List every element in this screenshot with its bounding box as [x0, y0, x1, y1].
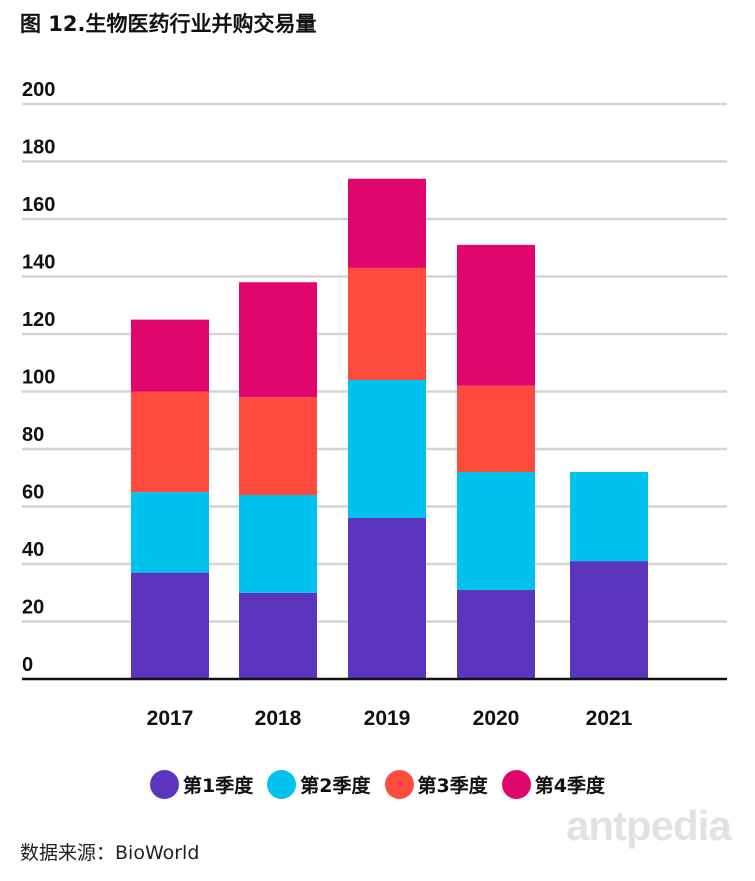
bar-2019-q2 — [348, 380, 426, 518]
bar-2017-q2 — [131, 492, 209, 573]
x-tick-label: 2020 — [473, 707, 520, 730]
legend-label: 第2季度 — [300, 775, 371, 797]
bar-2021-q1 — [570, 561, 648, 679]
y-tick-label: 20 — [22, 597, 44, 619]
stacked-bar-chart: 0 20 40 60 80 100 120 140 160 180 200 2017 2018 2019 2… — [22, 79, 727, 730]
source-note: 数据来源：BioWorld — [20, 842, 200, 864]
bar-2018-q2 — [239, 495, 317, 593]
y-tick-label: 140 — [22, 252, 55, 274]
legend-swatch — [501, 770, 531, 799]
legend-swatch — [384, 770, 414, 799]
legend-label: 第3季度 — [417, 775, 488, 797]
x-tick-label: 2017 — [147, 707, 194, 730]
y-tick-label: 40 — [22, 539, 44, 561]
legend-item: 第4季度 — [501, 770, 605, 799]
bar-2018-q4 — [239, 282, 317, 398]
bar-2019-q1 — [348, 518, 426, 679]
y-tick-label: 180 — [22, 137, 55, 159]
legend-label: 第1季度 — [183, 775, 254, 797]
y-tick-label: 120 — [22, 309, 55, 331]
legend-item: 第1季度 — [150, 770, 253, 799]
bar-2020-q4 — [457, 244, 535, 386]
chart-title: 图 12.生物医药行业并购交易量 — [20, 12, 317, 36]
legend-item: 第2季度 — [267, 770, 371, 799]
x-tick-label: 2021 — [586, 707, 633, 730]
y-tick-label: 100 — [22, 367, 55, 389]
x-tick-label: 2019 — [364, 707, 411, 730]
bar-2020-q1 — [457, 589, 535, 679]
legend-item: 第3季度 — [384, 770, 488, 799]
bar-2019-q3 — [348, 267, 426, 380]
watermark-logo: antpedia — [566, 802, 732, 849]
bar-2017-q3 — [131, 391, 209, 493]
y-tick-label: 60 — [22, 482, 44, 504]
legend-swatch — [267, 770, 297, 799]
x-tick-label: 2018 — [255, 707, 302, 730]
bar-2017-q4 — [131, 319, 209, 392]
y-tick-label: 200 — [22, 79, 55, 101]
y-tick-label: 0 — [22, 654, 33, 676]
y-tick-label: 80 — [22, 424, 44, 446]
legend-label: 第4季度 — [534, 775, 605, 797]
bar-2017-q1 — [131, 572, 209, 679]
bar-2020-q2 — [457, 472, 535, 590]
bar-2018-q3 — [239, 397, 317, 495]
bar-2020-q3 — [457, 385, 535, 472]
y-tick-label: 160 — [22, 194, 55, 216]
bar-2021-q2 — [570, 472, 648, 562]
bar-2018-q1 — [239, 592, 317, 679]
legend-swatch — [150, 770, 180, 799]
bar-2019-q4 — [348, 178, 426, 268]
legend: 第1季度 第2季度 第3季度 第4季度 — [0, 770, 755, 799]
